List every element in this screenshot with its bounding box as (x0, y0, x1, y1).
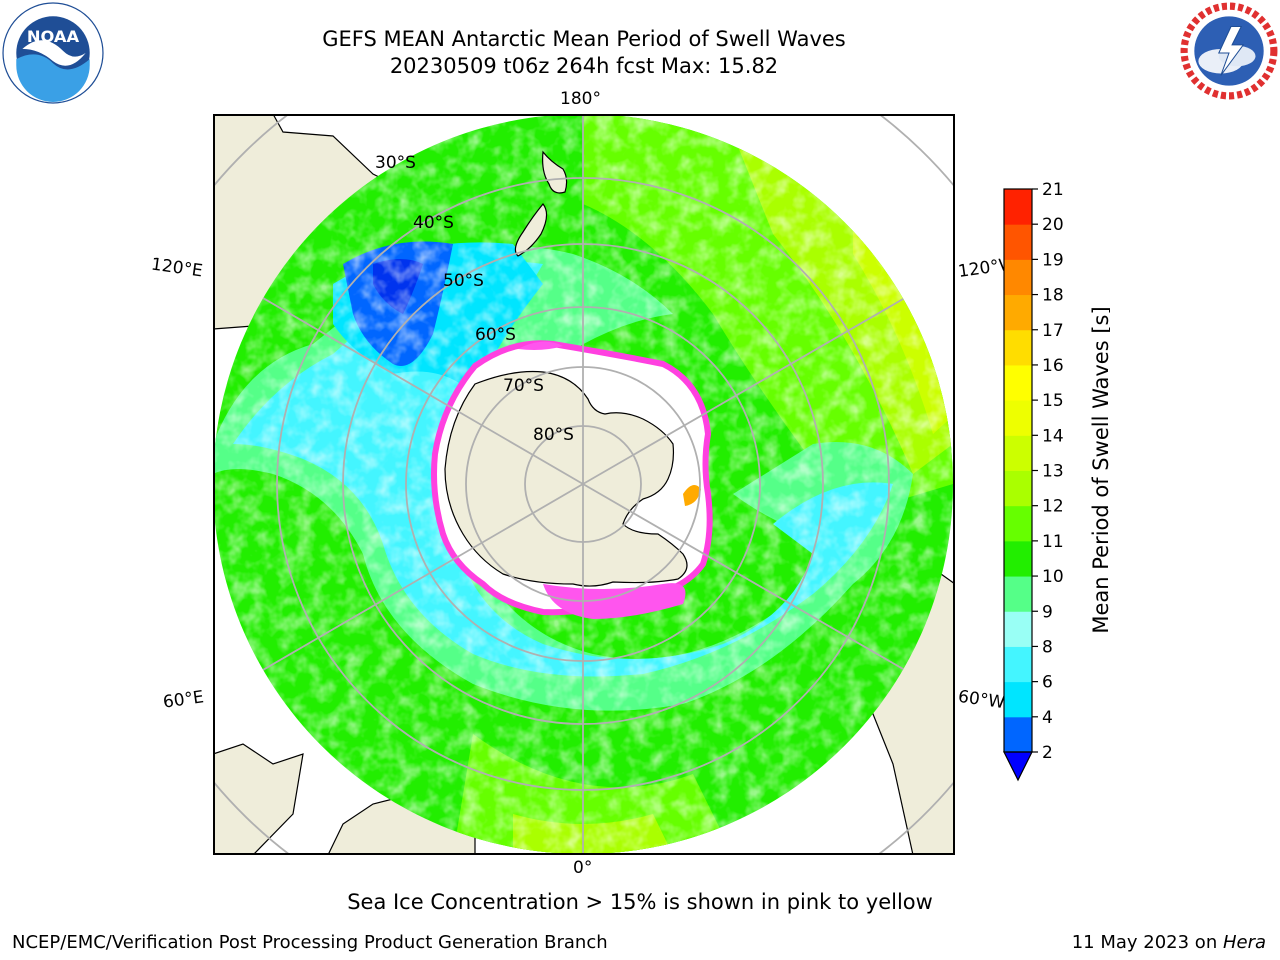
colorbar-segments (1003, 188, 1033, 782)
new-zealand (514, 150, 568, 257)
colorbar-segment (1004, 189, 1032, 225)
colorbar-segment (1004, 540, 1032, 577)
sea-ice-note: Sea Ice Concentration > 15% is shown in … (347, 890, 933, 914)
footer-credit: NCEP/EMC/Verification Post Processing Pr… (12, 932, 608, 953)
colorbar-tick-label: 13 (1042, 462, 1064, 482)
lon-label-0: 0° (573, 858, 593, 878)
colorbar-extend-arrow (1003, 751, 1033, 782)
colorbar-segment (1004, 681, 1032, 718)
lat-label-60s: 60°S (475, 325, 516, 345)
lat-label-30s: 30°S (375, 153, 416, 173)
colorbar-segment (1004, 224, 1032, 260)
colorbar-segment (1004, 364, 1032, 401)
colorbar-tick-label: 11 (1042, 532, 1064, 552)
footer-machine: Hera (1222, 932, 1266, 953)
colorbar-segment (1004, 611, 1032, 647)
colorbar-ticks: 2 4 6 8 9 10 11 12 13 14 15 16 17 18 19 20 21 (1032, 180, 1064, 763)
colorbar-tick-label: 12 (1042, 497, 1064, 517)
graticule (213, 114, 953, 854)
lon-label-120e: 120°E (149, 254, 204, 282)
colorbar-tick-label: 17 (1042, 321, 1064, 341)
colorbar-segment (1004, 646, 1032, 683)
lat-label-80s: 80°S (533, 425, 574, 445)
colorbar-segment (1004, 400, 1032, 436)
lat-label-40s: 40°S (413, 213, 454, 233)
colorbar-tick-label: 21 (1042, 180, 1064, 200)
colorbar-segment (1004, 435, 1032, 471)
colorbar-segment (1004, 259, 1032, 296)
colorbar-tick-label: 10 (1042, 567, 1064, 587)
noaa-logo: NOAA (2, 2, 104, 104)
colorbar-segment (1004, 716, 1032, 753)
colorbar-tick-label: 19 (1042, 250, 1064, 270)
colorbar-tick-label: 18 (1042, 286, 1064, 306)
colorbar: 2 4 6 8 9 10 11 12 13 14 15 16 17 18 19 20 21 Mean Perio… (1003, 180, 1110, 782)
colorbar-tick-label: 16 (1042, 356, 1064, 376)
nws-logo (1180, 2, 1278, 100)
lon-label-60e: 60°E (161, 687, 206, 713)
colorbar-tick-label: 14 (1042, 426, 1064, 446)
lat-label-70s: 70°S (503, 376, 544, 396)
colorbar-tick-label: 9 (1042, 602, 1053, 622)
colorbar-segment (1004, 329, 1032, 366)
colorbar-segment (1004, 576, 1032, 612)
colorbar-tick-label: 15 (1042, 391, 1064, 411)
colorbar-tick-label: 2 (1042, 743, 1053, 763)
footer-date-text: 11 May 2023 on (1071, 932, 1223, 953)
colorbar-segment (1004, 470, 1032, 507)
colorbar-label: Mean Period of Swell Waves [s] (1089, 306, 1110, 633)
chart-title: GEFS MEAN Antarctic Mean Period of Swell… (322, 27, 846, 51)
colorbar-tick-label: 8 (1042, 637, 1053, 657)
noaa-logo-text: NOAA (27, 27, 80, 46)
chart-subtitle: 20230509 t06z 264h fcst Max: 15.82 (389, 54, 779, 78)
antarctica (444, 370, 688, 587)
polar-map: 30°S 40°S 50°S 60°S 70°S 80°S (213, 114, 955, 855)
lon-label-180: 180° (560, 89, 601, 109)
colorbar-segment (1004, 294, 1032, 331)
footer-date: 11 May 2023 on Hera (1072, 932, 1266, 953)
colorbar-segment (1004, 505, 1032, 542)
colorbar-tick-label: 4 (1042, 708, 1053, 728)
lat-label-50s: 50°S (443, 271, 484, 291)
colorbar-tick-label: 20 (1042, 215, 1064, 235)
colorbar-tick-label: 6 (1042, 673, 1053, 693)
